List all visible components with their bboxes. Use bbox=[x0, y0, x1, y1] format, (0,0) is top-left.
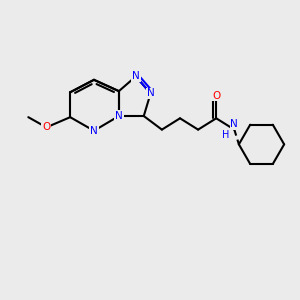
Text: N: N bbox=[147, 88, 154, 98]
Text: N: N bbox=[132, 71, 140, 81]
Text: H: H bbox=[222, 130, 229, 140]
Text: O: O bbox=[212, 91, 220, 101]
Text: N: N bbox=[230, 119, 238, 129]
Text: N: N bbox=[90, 126, 98, 136]
Text: O: O bbox=[42, 122, 50, 132]
Text: N: N bbox=[115, 111, 123, 121]
